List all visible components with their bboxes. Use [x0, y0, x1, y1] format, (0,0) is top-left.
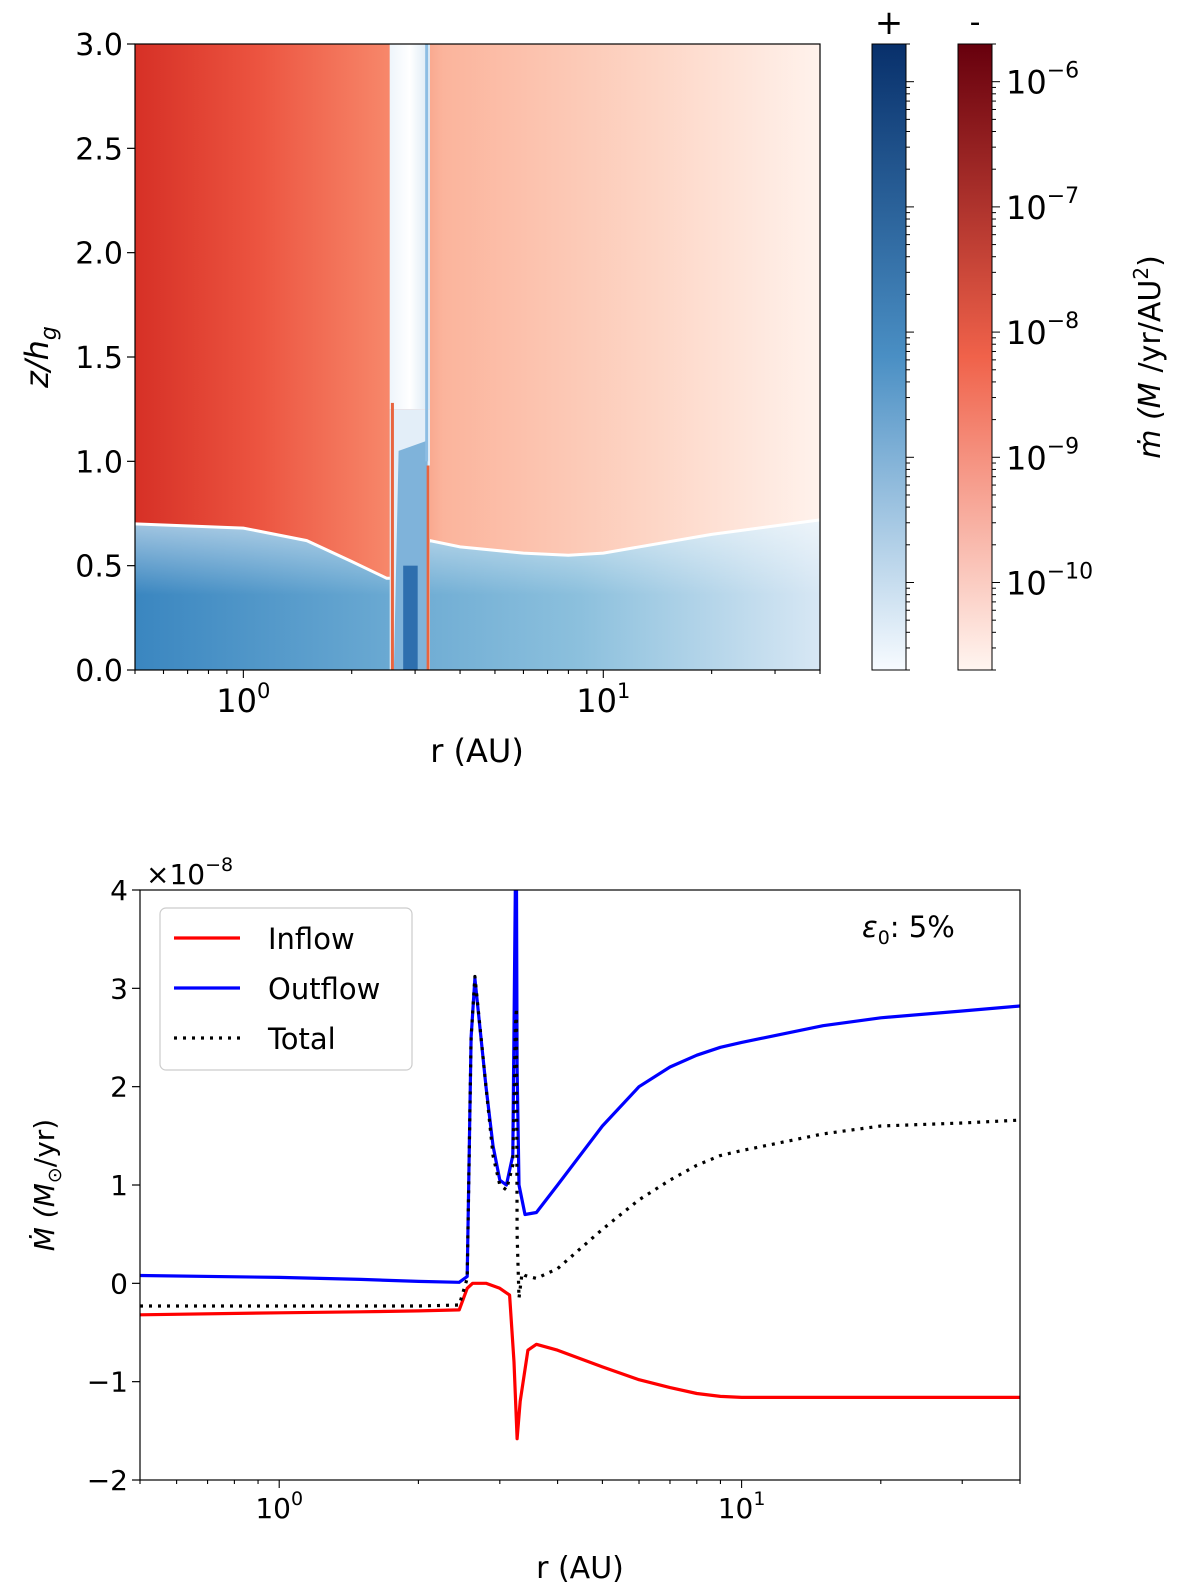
colorbar-tick-label: 10−9: [1006, 434, 1079, 477]
series-line-inflow: [140, 1281, 1020, 1441]
series-line-outflow: [140, 890, 1020, 1284]
heatmap-x-tick-label: 100: [216, 679, 270, 720]
colorbar-positive-bar: [871, 43, 907, 671]
line-chart-x-tick-label: 101: [718, 1488, 766, 1525]
colorbar-positive: +: [871, 3, 914, 671]
line-chart-y-tick-label: −1: [87, 1366, 128, 1399]
line-chart-y-tick-label: 2: [110, 1071, 128, 1104]
heatmap-ticks: 0.0 0.5 1.0 1.5 2.0 2.5 3.0 100 101: [75, 28, 821, 720]
gap-outflow-band: [393, 440, 428, 670]
line-chart-y-label-sub: ⊙: [44, 1167, 66, 1183]
heatmap-y-label: z/hg: [18, 326, 62, 389]
heatmap-x-tick-label: 101: [576, 679, 630, 720]
line-chart-y-label: Ṁ (M⊙/yr): [28, 1119, 66, 1252]
heatmap-y-tick-label: 2.5: [75, 132, 123, 167]
gap-outer-edge-inflow: [426, 465, 430, 670]
epsilon-symbol: ε: [862, 910, 878, 944]
heatmap-y-tick-label: 0.5: [75, 550, 123, 585]
colorbar-title-m: M: [1133, 382, 1168, 408]
colorbar-negative-ticks: 10−6 10−7 10−8 10−9 10−10: [992, 43, 1093, 671]
series-line-total: [140, 974, 1020, 1308]
colorbar-title-sup: 2: [1129, 267, 1153, 280]
gap-upper: [389, 44, 430, 410]
line-chart-y-label-tail: /yr): [28, 1119, 61, 1167]
line-chart-y-tick-label: 1: [110, 1169, 128, 1202]
colorbar-tick-label: 10−10: [1006, 559, 1093, 602]
line-chart-y-tick-label: 4: [110, 874, 128, 907]
heatmap-y-label-sub: g: [37, 326, 62, 340]
legend-label-inflow: Inflow: [268, 922, 355, 956]
colorbar-negative-bar: [957, 43, 993, 671]
legend-label-total: Total: [267, 1022, 336, 1056]
outflow-region-fade: [135, 519, 820, 670]
heatmap-y-tick-label: 0.0: [75, 654, 123, 689]
line-chart-panel: −2 −1 0 1 2 3 4 100 101 ×10−8 r (AU) Ṁ (M⊙/yr) ε…: [28, 854, 1021, 1586]
heatmap-y-tick-label: 2.0: [75, 237, 123, 272]
legend-items: Inflow Outflow Total: [174, 922, 380, 1056]
y-multiplier: ×10−8: [146, 854, 233, 891]
colorbar-title-rest: /yr/AU: [1133, 280, 1168, 373]
colorbar-negative: - 10−6 10−7 10−8 10−9 10−10: [957, 5, 1093, 671]
legend-box: [159, 907, 413, 1071]
line-chart-y-label-main: Ṁ (M: [28, 1183, 61, 1251]
line-chart-y-tick-label: −2: [87, 1464, 128, 1497]
legend: Inflow Outflow Total: [159, 907, 413, 1071]
line-chart-x-label: r (AU): [536, 1551, 624, 1586]
y-multiplier-exp: −8: [205, 854, 233, 876]
gap-outflow-core: [403, 565, 418, 670]
epsilon-text: : 5%: [890, 910, 955, 944]
colorbar-tick-label: 10−6: [1006, 59, 1079, 102]
heatmap-field: [135, 44, 820, 670]
line-chart-plot: [140, 890, 1020, 1441]
line-chart-y-tick-label: 3: [110, 972, 128, 1005]
colorbar-title: ṁ (M/yr/AU2): [1129, 255, 1168, 459]
epsilon-annotation: ε0: 5%: [862, 910, 955, 949]
gap-inner-edge-inflow: [390, 402, 394, 670]
colorbar-tick-label: 10−8: [1006, 309, 1079, 352]
line-chart-x-tick-label: 100: [255, 1488, 303, 1525]
colorbar-positive-ticks: [906, 43, 914, 671]
heatmap-y-tick-label: 1.0: [75, 445, 123, 480]
colorbar-tick-label: 10−7: [1006, 184, 1079, 227]
colorbar-positive-label: +: [875, 3, 904, 43]
colorbar-title-prefix: ṁ (: [1133, 407, 1168, 459]
legend-label-outflow: Outflow: [268, 972, 380, 1006]
line-chart-ticks: −2 −1 0 1 2 3 4 100 101: [87, 874, 1021, 1525]
heatmap-y-tick-label: 3.0: [75, 28, 123, 63]
y-multiplier-text: ×10: [146, 858, 205, 891]
heatmap-x-label: r (AU): [430, 732, 524, 770]
colorbar-negative-label: -: [970, 5, 981, 40]
line-chart-y-tick-label: 0: [110, 1267, 128, 1300]
gap-outer-stripe: [425, 44, 429, 462]
colorbar-title-suffix: ): [1133, 255, 1168, 267]
epsilon-sub: 0: [878, 927, 890, 949]
sign-boundary: [135, 518, 820, 580]
heatmap-y-label-main: z/h: [18, 340, 56, 389]
heatmap-y-tick-label: 1.5: [75, 341, 123, 376]
